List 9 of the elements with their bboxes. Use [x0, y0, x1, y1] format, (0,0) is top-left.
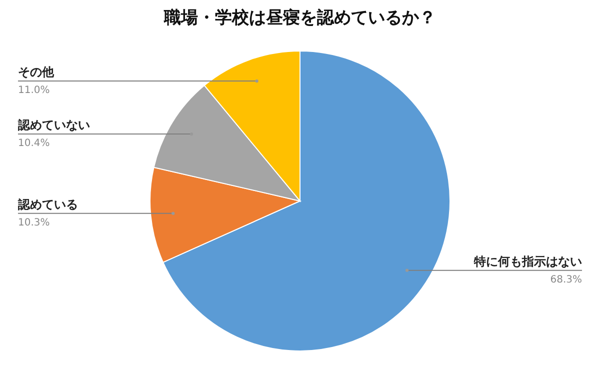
chart-title: 職場・学校は昼寝を認めているか？ — [163, 8, 436, 28]
slice-label: その他 — [18, 65, 55, 80]
data-label: 10.4% — [18, 138, 50, 150]
slice-label: 認めていない — [17, 118, 90, 132]
slice-label: 特に何も指示はない — [473, 254, 582, 268]
data-label: 68.3% — [550, 274, 582, 286]
slice-label: 認めている — [17, 197, 78, 212]
data-label: 11.0% — [18, 85, 50, 96]
data-label: 10.3% — [18, 217, 50, 228]
